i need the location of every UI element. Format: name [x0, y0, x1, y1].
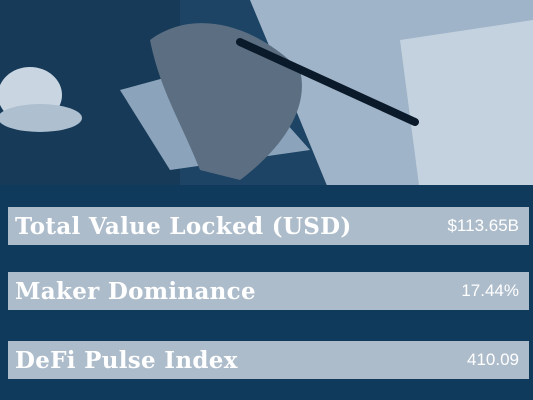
- stat-value: $113.65B: [447, 216, 519, 235]
- stat-label: DeFi Pulse Index: [15, 346, 238, 374]
- stat-value: 17.44%: [461, 281, 519, 300]
- stat-label: Total Value Locked (USD): [15, 212, 352, 240]
- header-photo: [0, 0, 533, 193]
- stat-row: DeFi Pulse Index 410.09: [8, 341, 529, 379]
- stat-row: Total Value Locked (USD) $113.65B: [8, 207, 529, 245]
- stat-label: Maker Dominance: [15, 277, 256, 305]
- stat-value: 410.09: [467, 350, 519, 369]
- stat-row: Maker Dominance 17.44%: [8, 272, 529, 310]
